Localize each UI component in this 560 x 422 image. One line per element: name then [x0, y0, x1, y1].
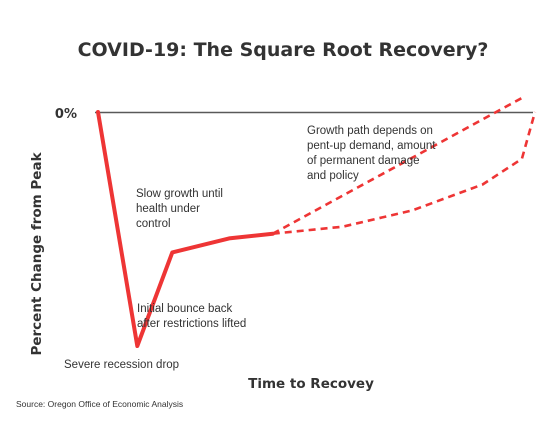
annotation-line: health under: [136, 203, 200, 215]
annotation-line: control: [136, 218, 171, 230]
y-axis-title: Percent Change from Peak: [29, 151, 45, 355]
annotation-slow-growth: Slow growth until health under control: [136, 188, 226, 230]
solid-series-line: [96, 110, 275, 348]
x-axis-title: Time to Recovey: [248, 376, 374, 392]
annotation-initial-bounce: Initial bounce back after restrictions l…: [137, 303, 246, 330]
series-layer: [96, 96, 537, 348]
y-tick-label-zero: 0%: [55, 107, 77, 122]
chart-title: COVID-19: The Square Root Recovery?: [78, 39, 489, 61]
annotation-line: Slow growth until: [136, 188, 223, 200]
annotation-line: pent-up demand, amount: [307, 140, 436, 152]
annotation-line: Growth path depends on: [307, 125, 433, 137]
annotation-line: of permanent damage: [307, 155, 420, 167]
annotation-line: Severe recession drop: [64, 359, 179, 371]
annotation-line: Initial bounce back: [137, 303, 233, 315]
annotation-severe-recession-drop: Severe recession drop: [64, 359, 179, 371]
annotation-growth-path: Growth path depends on pent-up demand, a…: [307, 125, 439, 182]
annotation-line: and policy: [307, 170, 359, 182]
annotation-line: after restrictions lifted: [137, 318, 246, 330]
source-note: Source: Oregon Office of Economic Analys…: [16, 399, 183, 409]
